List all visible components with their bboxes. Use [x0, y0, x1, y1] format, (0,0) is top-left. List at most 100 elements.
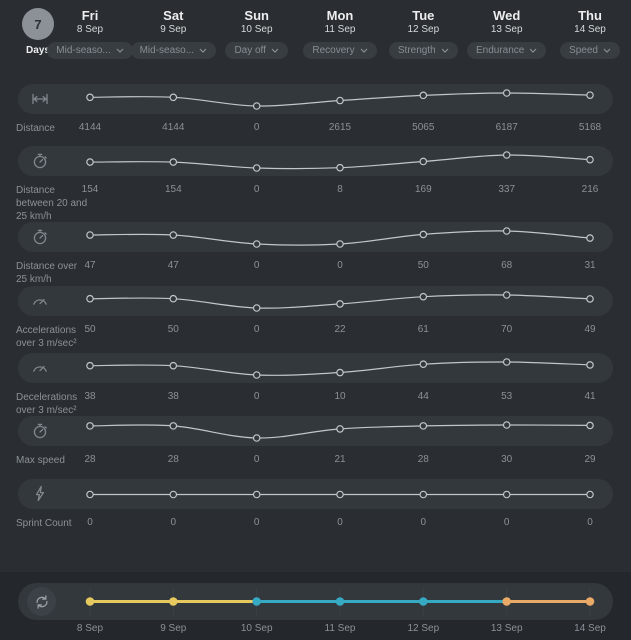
metric-value: 0 [253, 260, 260, 271]
timeline-chart [85, 588, 595, 615]
metric-row-accelerations-over-3-m-sec-sparkline [86, 291, 594, 312]
metric-value: 49 [584, 324, 596, 335]
metric-row-decelerations-over-3-m-sec-chart [18, 353, 613, 383]
timeline-date: 8 Sep [76, 623, 104, 634]
day-name: Mon [326, 8, 354, 23]
session-label: Mid-seaso... [139, 45, 195, 56]
metric-value: 4144 [78, 122, 102, 133]
day-date: 13 Sep [490, 24, 523, 35]
day-column-sun: Sun 10 Sep Day off [209, 8, 305, 59]
session-dropdown-strength[interactable]: Strength [388, 42, 458, 59]
session-dropdown-recovery[interactable]: Recovery [303, 42, 377, 59]
metric-value: 50 [84, 324, 96, 335]
day-name: Fri [81, 8, 99, 23]
metric-value: 154 [164, 184, 182, 195]
timeline-pill [18, 583, 613, 620]
metric-value: 28 [84, 454, 96, 465]
chevron-down-icon [529, 45, 537, 56]
metric-row-accelerations-over-3-m-sec-chart [18, 286, 613, 316]
chevron-down-icon [116, 45, 124, 56]
metric-value: 5168 [578, 122, 602, 133]
metric-row-distance-over-25-km-h-chart [18, 222, 613, 252]
metric-value: 28 [167, 454, 179, 465]
day-column-wed: Wed 13 Sep Endurance [459, 8, 555, 59]
session-label: Recovery [312, 45, 355, 56]
deceleration-gauge-icon [30, 358, 50, 378]
chevron-down-icon [441, 45, 449, 56]
session-dropdown-endurance[interactable]: Endurance [467, 42, 547, 59]
timeline-date: 12 Sep [407, 623, 440, 634]
metric-value: 68 [501, 260, 513, 271]
metric-label: Max speed [16, 455, 65, 466]
metric-value: 0 [253, 391, 260, 402]
metric-value: 0 [420, 517, 427, 528]
day-date: 14 Sep [574, 24, 606, 35]
metric-value: 0 [503, 517, 510, 528]
metric-value: 0 [587, 517, 593, 528]
metric-value: 44 [417, 391, 429, 402]
metric-value: 0 [253, 454, 260, 465]
session-dropdown-speed[interactable]: Speed [560, 42, 620, 59]
metric-value: 0 [253, 122, 260, 133]
session-label: Day off [234, 45, 266, 56]
metric-value: 2615 [328, 122, 352, 133]
metric-label: Distance over 25 km/h [16, 261, 78, 285]
metric-value: 53 [501, 391, 513, 402]
session-label: Endurance [476, 45, 525, 56]
metric-value: 5065 [412, 122, 435, 133]
timeline-date: 14 Sep [574, 623, 606, 634]
day-date: 10 Sep [240, 24, 273, 35]
timeline-section: 8 Sep 9 Sep 10 Sep 11 Sep 12 Sep 13 Sep 14 Sep [0, 572, 631, 640]
session-dropdown-day-off[interactable]: Day off [225, 42, 288, 59]
metric-row-distance-chart [18, 84, 613, 114]
metric-value: 10 [334, 391, 346, 402]
metric-value: 0 [337, 260, 343, 271]
session-dropdown-mid-seaso[interactable]: Mid-seaso... [130, 42, 217, 59]
metric-value: 0 [87, 517, 93, 528]
metric-value: 0 [337, 517, 343, 528]
metric-value: 50 [167, 324, 179, 335]
chevron-down-icon [360, 45, 368, 56]
day-column-tue: Tue 12 Sep Strength [375, 8, 471, 59]
metric-value: 28 [417, 454, 429, 465]
metric-value: 50 [417, 260, 429, 271]
metric-label: Decelerations over 3 m/sec² [16, 392, 78, 416]
stopwatch-icon [30, 421, 50, 441]
metric-row-decelerations-over-3-m-sec-sparkline [86, 358, 594, 379]
metric-row-distance-between-20-and-25-km-h-chart [18, 146, 613, 176]
day-date: 9 Sep [160, 24, 187, 35]
metric-value: 22 [334, 324, 346, 335]
metric-value: 61 [417, 324, 429, 335]
day-date: 8 Sep [76, 24, 104, 35]
metric-value: 47 [167, 260, 179, 271]
metric-value: 21 [334, 454, 346, 465]
metric-value: 41 [584, 391, 596, 402]
session-label: Strength [397, 45, 436, 56]
metric-value: 0 [253, 517, 260, 528]
metric-label: Accelerations over 3 m/sec² [16, 325, 77, 349]
day-name: Thu [578, 8, 602, 23]
metric-value: 38 [84, 391, 96, 402]
sync-icon[interactable] [27, 587, 56, 616]
metric-row-sprint-count-sparkline [86, 490, 594, 499]
day-name: Tue [412, 8, 435, 23]
metric-value: 0 [170, 517, 177, 528]
timeline-date: 13 Sep [490, 623, 523, 634]
metric-value: 0 [253, 184, 260, 195]
stopwatch-20-icon [30, 151, 50, 171]
chevron-down-icon [199, 45, 207, 56]
metric-row-distance-over-25-km-h-sparkline [86, 227, 594, 248]
metric-value: 6187 [495, 122, 518, 133]
metric-value: 30 [501, 454, 513, 465]
day-column-thu: Thu 14 Sep Speed [542, 8, 631, 59]
session-dropdown-mid-seaso[interactable]: Mid-seaso... [47, 42, 133, 59]
metric-value: 4144 [162, 122, 185, 133]
period-selector[interactable]: 7 Days [18, 8, 58, 56]
day-column-mon: Mon 11 Sep Recovery [292, 8, 388, 59]
day-name: Sun [244, 8, 269, 23]
acceleration-gauge-icon [30, 291, 50, 311]
metric-value: 216 [581, 184, 599, 195]
chevron-down-icon [271, 45, 279, 56]
metric-value: 70 [501, 324, 513, 335]
